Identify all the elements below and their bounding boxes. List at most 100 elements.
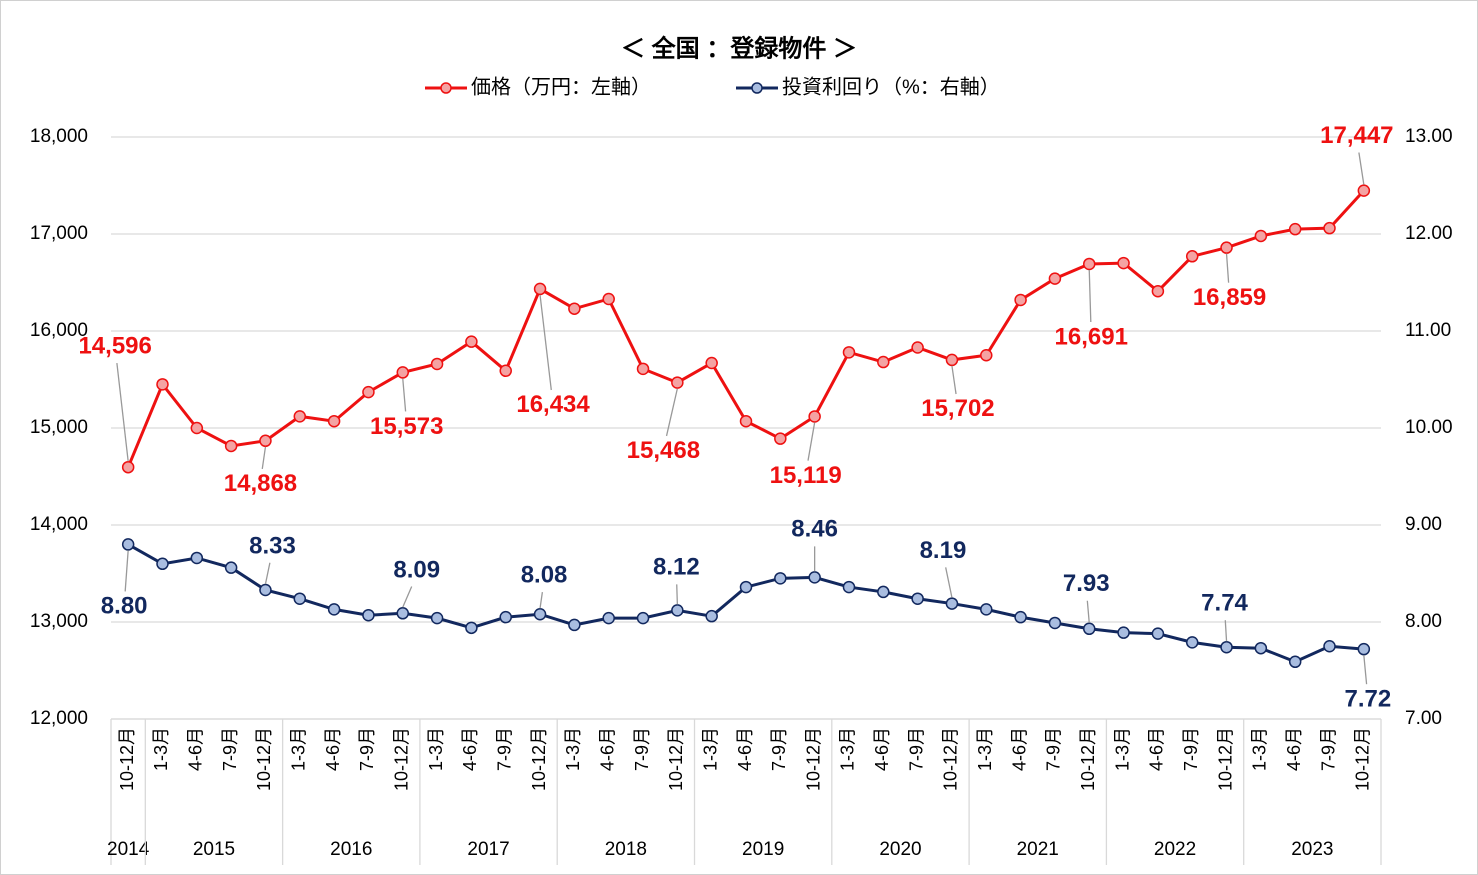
marker [1082, 257, 1096, 271]
value-label: 8.46 [791, 516, 838, 543]
value-label: 7.93 [1063, 570, 1110, 597]
marker [121, 460, 135, 474]
x-tick-label: 4-6月 [1284, 727, 1304, 771]
marker [327, 603, 341, 616]
x-group-label: 2023 [1291, 839, 1333, 860]
value-label: 7.72 [1344, 686, 1391, 713]
leader-line [261, 446, 267, 469]
y-tick-label: 16,000 [30, 320, 88, 341]
marker [1048, 616, 1062, 630]
x-tick-label: 7-9月 [906, 727, 926, 771]
marker [945, 597, 959, 610]
marker [739, 414, 753, 428]
marker [499, 364, 512, 378]
marker [465, 335, 478, 348]
leader-line [1086, 600, 1090, 623]
marker [1357, 642, 1371, 656]
x-group-label: 2016 [330, 839, 372, 860]
y2-tick-label: 7.00 [1405, 708, 1442, 729]
chart-title: ＜ 全国 ：登録物件 ＞ [621, 34, 857, 62]
marker [1288, 655, 1302, 669]
marker [842, 346, 856, 359]
y2-tick-label: 9.00 [1405, 514, 1442, 535]
x-tick-label: 10-12月 [529, 727, 549, 791]
marker [1014, 610, 1027, 624]
marker [1323, 640, 1336, 653]
marker [1220, 640, 1233, 654]
marker [430, 611, 444, 625]
marker [1357, 184, 1371, 197]
x-tick-label: 1-3月 [1112, 727, 1132, 771]
marker [190, 421, 204, 435]
x-tick-label: 7-9月 [494, 727, 514, 771]
marker [293, 410, 307, 423]
marker [121, 538, 135, 551]
leader-line [1224, 620, 1228, 642]
x-tick-label: 7-9月 [220, 727, 240, 771]
y-tick-label: 12,000 [30, 708, 88, 729]
marker [774, 432, 787, 445]
y-tick-label: 15,000 [30, 417, 88, 438]
marker [430, 357, 444, 371]
legend-marker [440, 82, 452, 94]
legend-marker [751, 82, 763, 94]
x-group-label: 2014 [107, 839, 150, 860]
value-label: 16,691 [1055, 323, 1128, 350]
marker [877, 355, 890, 369]
leader-line [539, 592, 544, 609]
y-tick-label: 13,000 [30, 611, 88, 632]
x-group-label: 2020 [879, 839, 921, 860]
marker [1117, 626, 1130, 639]
marker [980, 603, 993, 616]
marker [224, 561, 238, 574]
value-label: 14,596 [78, 333, 151, 360]
x-tick-label: 4-6月 [597, 727, 617, 771]
x-tick-label: 4-6月 [1009, 727, 1029, 771]
marker [774, 572, 787, 585]
marker [842, 580, 856, 594]
y2-tick-label: 13.00 [1405, 126, 1453, 147]
marker [739, 580, 753, 594]
marker [533, 607, 547, 621]
x-tick-label: 1-3月 [289, 727, 309, 771]
marker [533, 282, 547, 296]
value-label: 8.08 [521, 562, 568, 589]
value-label: 15,119 [770, 462, 842, 489]
marker [1185, 250, 1199, 263]
leader-line [665, 388, 678, 437]
x-tick-label: 1-3月 [151, 727, 171, 771]
leader-line [1088, 269, 1092, 322]
marker [602, 611, 615, 625]
x-tick-label: 1-3月 [426, 727, 446, 771]
y2-tick-label: 10.00 [1405, 417, 1453, 438]
marker [259, 583, 272, 597]
x-group-label: 2022 [1154, 839, 1196, 860]
x-group-label: 2018 [605, 839, 647, 860]
y-tick-label: 17,000 [30, 223, 88, 244]
x-group-label: 2015 [193, 839, 235, 860]
leader-line [945, 567, 953, 598]
marker [671, 376, 684, 389]
leader-line [264, 562, 271, 585]
marker [396, 607, 410, 620]
marker [671, 604, 684, 617]
marker [1117, 256, 1130, 270]
x-tick-label: 7-9月 [769, 727, 789, 771]
value-label: 15,468 [627, 437, 700, 464]
marker [705, 609, 718, 623]
marker [293, 592, 307, 605]
x-tick-label: 4-6月 [735, 727, 755, 771]
marker [1323, 221, 1336, 235]
leader-line [116, 363, 129, 462]
marker [1254, 641, 1268, 655]
x-tick-label: 10-12月 [1215, 727, 1235, 791]
x-tick-label: 1-3月 [838, 727, 858, 771]
marker [636, 611, 650, 625]
marker [705, 356, 718, 370]
y-tick-label: 18,000 [30, 126, 88, 147]
marker [1220, 241, 1233, 254]
marker [362, 608, 375, 622]
x-tick-label: 10-12月 [666, 727, 686, 791]
marker [945, 353, 959, 367]
marker [259, 434, 272, 448]
